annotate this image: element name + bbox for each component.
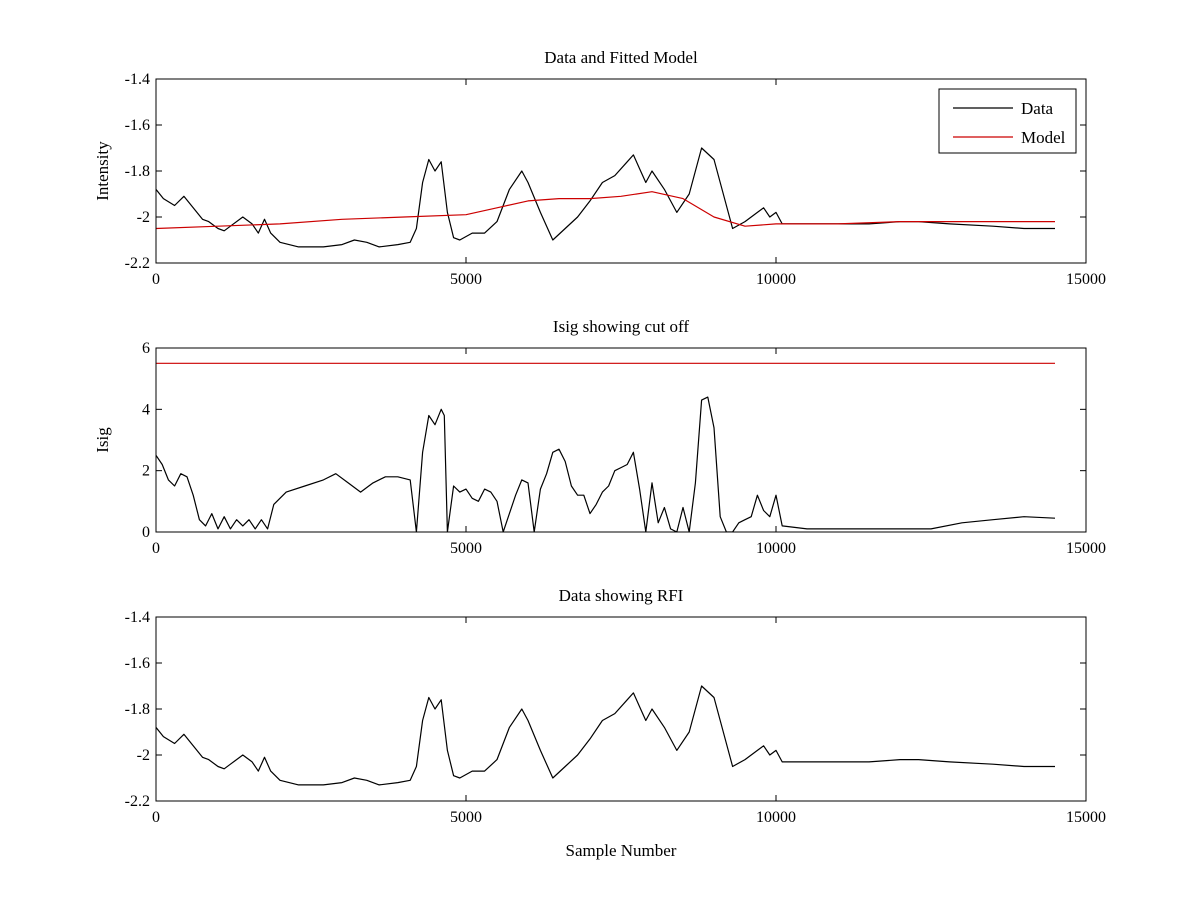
series-line-data <box>156 147 1055 248</box>
x-tick-label: 5000 <box>450 271 482 288</box>
y-tick-label: -1.8 <box>125 163 150 180</box>
series-line-model <box>156 191 1055 230</box>
chart-panel-2: 0 5000 10000 15000 0 2 4 6 Isig showing cut off I… <box>93 317 1106 557</box>
axes-box <box>155 347 1087 533</box>
y-axis-label: Intensity <box>93 141 112 201</box>
x-axis-label: Sample Number <box>566 841 677 860</box>
x-tick-label: 0 <box>152 540 160 557</box>
x-tick-label: 0 <box>152 271 160 288</box>
y-tick-label: 0 <box>142 524 150 541</box>
legend-label-data: Data <box>1021 99 1054 118</box>
legend-box <box>938 88 1077 154</box>
chart-title: Data showing RFI <box>559 586 684 605</box>
x-tick-label: 0 <box>152 809 160 826</box>
axes-box <box>155 616 1087 802</box>
y-tick-label: 6 <box>142 340 150 357</box>
x-tick-label: 15000 <box>1066 540 1106 557</box>
legend: Data Model <box>938 88 1077 154</box>
y-tick-label: -2 <box>137 209 150 226</box>
chart-panel-1: 0 5000 10000 15000 -2.2 -2 -1.8 -1.6 -1.4 Data an… <box>93 48 1106 288</box>
series-line-1 <box>156 685 1055 786</box>
x-tick-label: 15000 <box>1066 809 1106 826</box>
x-tick-label: 5000 <box>450 809 482 826</box>
x-tick-label: 15000 <box>1066 271 1106 288</box>
y-tick-label: -1.6 <box>125 117 150 134</box>
y-tick-label: 2 <box>142 463 150 480</box>
x-tick-label: 10000 <box>756 809 796 826</box>
y-tick-label: -2 <box>137 747 150 764</box>
y-tick-label: -2.2 <box>125 255 150 272</box>
chart-panel-3: 0 5000 10000 15000 -2.2 -2 -1.8 -1.6 -1.4 Data sh… <box>125 586 1106 860</box>
y-tick-label: -1.8 <box>125 701 150 718</box>
y-tick-label: -2.2 <box>125 793 150 810</box>
chart-title: Data and Fitted Model <box>544 48 698 67</box>
series-line-1 <box>156 396 1056 532</box>
y-tick-label: 4 <box>142 401 150 418</box>
x-tick-label: 10000 <box>756 540 796 557</box>
x-tick-label: 5000 <box>450 540 482 557</box>
x-tick-label: 10000 <box>756 271 796 288</box>
y-tick-label: -1.4 <box>125 71 150 88</box>
y-axis-label: Isig <box>93 427 112 453</box>
legend-label-model: Model <box>1021 128 1066 147</box>
chart-title: Isig showing cut off <box>553 317 689 336</box>
y-tick-label: -1.4 <box>125 609 150 626</box>
y-tick-label: -1.6 <box>125 655 150 672</box>
